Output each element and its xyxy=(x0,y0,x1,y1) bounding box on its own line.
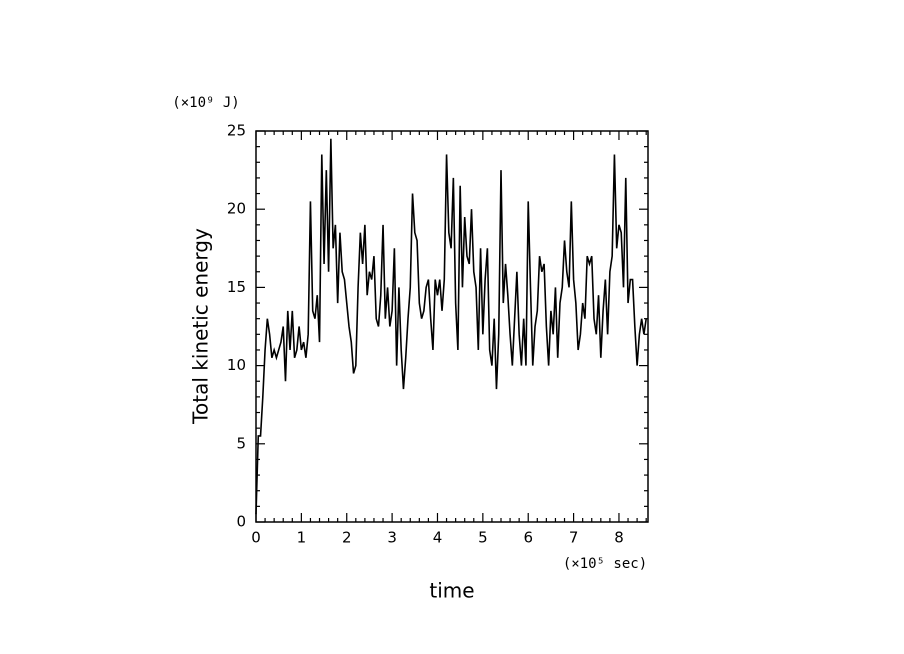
y-tick-label: 15 xyxy=(227,278,246,296)
x-tick-label: 4 xyxy=(433,529,443,547)
y-tick-label: 0 xyxy=(236,513,246,531)
y-axis-title: Total kinetic energy xyxy=(189,228,213,425)
x-tick-label: 7 xyxy=(569,529,579,547)
x-tick-label: 8 xyxy=(614,529,624,547)
x-axis-title: time xyxy=(429,579,474,603)
x-tick-label: 0 xyxy=(251,529,261,547)
x-tick-label: 5 xyxy=(478,529,488,547)
y-unit: (×10⁹ J) xyxy=(172,95,239,111)
y-tick-label: 25 xyxy=(227,122,246,140)
x-tick-label: 3 xyxy=(387,529,397,547)
data-line xyxy=(255,138,647,515)
x-tick-label: 6 xyxy=(523,529,533,547)
y-tick-label: 5 xyxy=(236,434,246,452)
plot-frame xyxy=(255,130,649,523)
x-unit: (×10⁵ sec) xyxy=(563,556,647,572)
y-tick-label: 10 xyxy=(227,356,246,374)
x-tick-label: 1 xyxy=(297,529,307,547)
y-tick-label: 20 xyxy=(227,200,246,218)
x-tick-label: 2 xyxy=(342,529,352,547)
